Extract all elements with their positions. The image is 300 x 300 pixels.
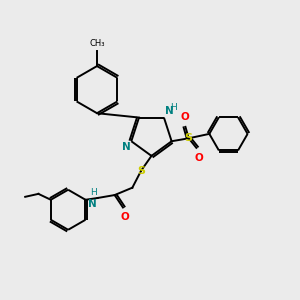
Text: H: H (90, 188, 96, 197)
Text: N: N (122, 142, 130, 152)
Text: N: N (88, 199, 97, 209)
Text: O: O (181, 112, 190, 122)
Text: H: H (170, 103, 177, 112)
Text: S: S (185, 133, 193, 143)
Text: O: O (120, 212, 129, 222)
Text: O: O (194, 153, 203, 163)
Text: N: N (164, 106, 173, 116)
Text: S: S (137, 166, 145, 176)
Text: CH₃: CH₃ (89, 39, 105, 48)
